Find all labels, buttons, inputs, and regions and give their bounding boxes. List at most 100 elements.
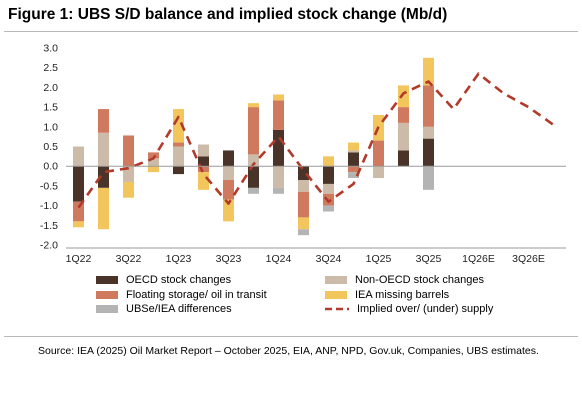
- y-tick-label: 0.5: [43, 141, 58, 153]
- bar-segment-floating-storage-oil-in-transit: [73, 201, 84, 222]
- legend-label-differences: UBSe/IEA differences: [126, 303, 232, 315]
- legend-item-oecd: OECD stock changes: [96, 274, 231, 286]
- bar-segment-non-oecd-stock-changes: [348, 150, 359, 153]
- bar-segment-non-oecd-stock-changes: [248, 154, 259, 167]
- bar-segment-non-oecd-stock-changes: [273, 166, 284, 188]
- bar-segment-iea-missing-barrels: [273, 94, 284, 101]
- y-tick-label: 3.0: [43, 43, 58, 55]
- bar-segment-iea-missing-barrels: [198, 172, 209, 190]
- y-tick-label: 2.0: [43, 82, 58, 94]
- legend-item-missing: IEA missing barrels: [325, 289, 449, 301]
- y-tick-label: 1.0: [43, 121, 58, 133]
- title-divider: [4, 31, 578, 32]
- bar-segment-ubse-iea-differences: [323, 205, 334, 212]
- legend-swatch-non-oecd: [325, 276, 347, 284]
- y-tick-label: -1.5: [40, 220, 58, 232]
- bar-segment-floating-storage-oil-in-transit: [273, 100, 284, 130]
- bar-segment-ubse-iea-differences: [298, 229, 309, 236]
- bar-segment-iea-missing-barrels: [423, 57, 434, 86]
- x-tick-label: 3Q24: [316, 253, 342, 265]
- bar-segment-oecd-stock-changes: [348, 152, 359, 167]
- x-tick-label: 3Q25: [416, 253, 442, 265]
- bar-segment-non-oecd-stock-changes: [98, 132, 109, 167]
- bar-segment-non-oecd-stock-changes: [223, 166, 234, 180]
- bar-segment-floating-storage-oil-in-transit: [123, 135, 134, 167]
- bar-segment-oecd-stock-changes: [198, 156, 209, 167]
- y-tick-label: 1.5: [43, 102, 58, 114]
- bar-segment-ubse-iea-differences: [248, 187, 259, 194]
- legend-label-non-oecd: Non-OECD stock changes: [355, 274, 484, 286]
- bar-segment-iea-missing-barrels: [223, 199, 234, 222]
- source-note: Source: IEA (2025) Oil Market Report – O…: [38, 345, 539, 357]
- bar-segment-floating-storage-oil-in-transit: [298, 191, 309, 218]
- bar-segment-non-oecd-stock-changes: [123, 166, 134, 182]
- bar-segment-non-oecd-stock-changes: [323, 183, 334, 194]
- bar-segment-oecd-stock-changes: [398, 150, 409, 167]
- y-tick-label: -0.5: [40, 180, 58, 192]
- source-divider: [4, 336, 578, 337]
- legend-item-differences: UBSe/IEA differences: [96, 303, 232, 315]
- x-tick-label: 3Q22: [116, 253, 142, 265]
- bar-segment-floating-storage-oil-in-transit: [423, 85, 434, 127]
- bar-segment-ubse-iea-differences: [348, 172, 359, 179]
- bar-segment-iea-missing-barrels: [123, 181, 134, 198]
- legend-item-implied: Implied over/ (under) supply: [325, 303, 493, 315]
- x-tick-label: 1Q23: [166, 253, 192, 265]
- bar-segment-iea-missing-barrels: [348, 142, 359, 151]
- legend-label-implied: Implied over/ (under) supply: [357, 303, 494, 315]
- bar-segment-non-oecd-stock-changes: [398, 122, 409, 151]
- legend-item-non-oecd: Non-OECD stock changes: [325, 274, 484, 286]
- bar-segment-iea-missing-barrels: [248, 103, 259, 108]
- legend-swatch-differences: [96, 305, 118, 313]
- bar-segment-floating-storage-oil-in-transit: [173, 142, 184, 147]
- bar-segment-oecd-stock-changes: [298, 166, 309, 180]
- bar-segment-oecd-stock-changes: [248, 166, 259, 188]
- bar-segment-oecd-stock-changes: [98, 166, 109, 188]
- x-tick-label: 1Q24: [266, 253, 292, 265]
- bar-segment-non-oecd-stock-changes: [198, 144, 209, 157]
- legend-swatch-missing: [325, 291, 347, 299]
- legend-label-oecd: OECD stock changes: [126, 274, 232, 286]
- bar-segment-oecd-stock-changes: [73, 166, 84, 202]
- legend-item-floating: Floating storage/ oil in transit: [96, 289, 267, 301]
- bar-segment-non-oecd-stock-changes: [173, 146, 184, 167]
- x-tick-label: 3Q26E: [512, 253, 545, 265]
- y-tick-label: 2.5: [43, 62, 58, 74]
- bar-segment-iea-missing-barrels: [173, 109, 184, 143]
- x-tick-label: 1Q25: [366, 253, 392, 265]
- bar-segment-oecd-stock-changes: [173, 166, 184, 175]
- y-tick-label: 0.0: [43, 161, 58, 173]
- x-tick-label: 1Q26E: [462, 253, 495, 265]
- bar-segment-floating-storage-oil-in-transit: [148, 152, 159, 159]
- bar-segment-oecd-stock-changes: [223, 150, 234, 167]
- bar-segment-non-oecd-stock-changes: [298, 179, 309, 192]
- legend-swatch-oecd: [96, 276, 118, 284]
- bar-segment-ubse-iea-differences: [273, 187, 284, 194]
- bar-segment-oecd-stock-changes: [423, 138, 434, 167]
- y-tick-label: -2.0: [40, 240, 58, 252]
- bar-segment-iea-missing-barrels: [323, 156, 334, 167]
- y-tick-label: -1.0: [40, 200, 58, 212]
- bar-segment-floating-storage-oil-in-transit: [348, 166, 359, 173]
- bar-segment-iea-missing-barrels: [98, 187, 109, 230]
- bar-segment-non-oecd-stock-changes: [373, 166, 384, 179]
- bar-segment-iea-missing-barrels: [73, 221, 84, 228]
- legend-label-missing: IEA missing barrels: [355, 289, 450, 301]
- implied-supply-line: [77, 72, 555, 209]
- x-tick-label: 1Q22: [66, 253, 92, 265]
- bar-segment-floating-storage-oil-in-transit: [198, 166, 209, 173]
- x-tick-label: 3Q23: [216, 253, 242, 265]
- bar-segment-floating-storage-oil-in-transit: [373, 140, 384, 167]
- bar-segment-non-oecd-stock-changes: [423, 126, 434, 139]
- legend-label-floating: Floating storage/ oil in transit: [126, 289, 267, 301]
- bar-segment-floating-storage-oil-in-transit: [398, 107, 409, 123]
- bar-segment-oecd-stock-changes: [323, 166, 334, 184]
- bar-segment-ubse-iea-differences: [423, 166, 434, 190]
- bar-segment-non-oecd-stock-changes: [73, 146, 84, 167]
- legend-swatch-implied: [325, 307, 349, 311]
- chart-title: Figure 1: UBS S/D balance and implied st…: [8, 6, 448, 23]
- bar-segment-iea-missing-barrels: [148, 166, 159, 173]
- bar-segment-non-oecd-stock-changes: [148, 158, 159, 167]
- bar-segment-oecd-stock-changes: [273, 129, 284, 167]
